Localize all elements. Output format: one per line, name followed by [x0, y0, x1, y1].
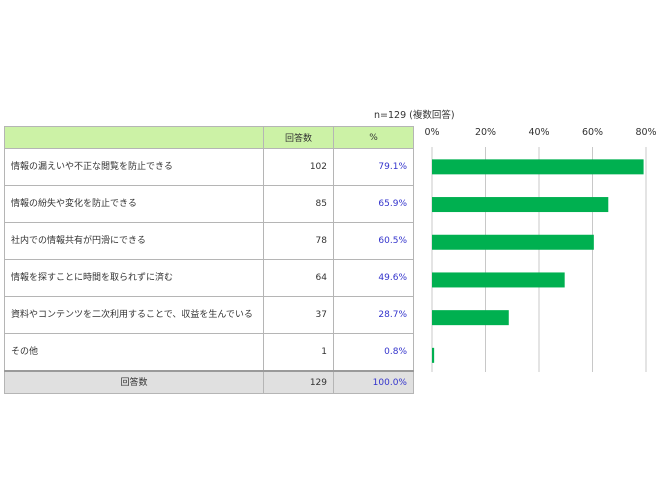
x-tick-label: 80%: [635, 127, 656, 138]
row-count: 37: [263, 296, 334, 334]
bar: [432, 234, 594, 250]
row-label: 情報の漏えいや不正な閲覧を防止できる: [4, 148, 264, 186]
bar: [432, 347, 435, 363]
row-percent: 49.6%: [333, 259, 414, 297]
bar: [432, 159, 644, 175]
table-row: 情報の紛失や変化を防止できる 85 65.9%: [4, 185, 414, 223]
sample-size-note: n=129 (複数回答): [374, 110, 455, 121]
total-label: 回答数: [4, 370, 264, 394]
row-label: 社内での情報共有が円滑にできる: [4, 222, 264, 260]
row-label: 資料やコンテンツを二次利用することで、収益を生んでいる: [4, 296, 264, 334]
row-percent: 0.8%: [333, 333, 414, 372]
row-count: 64: [263, 259, 334, 297]
row-label: その他: [4, 333, 264, 372]
table-row: その他 1 0.8%: [4, 333, 414, 372]
table-row: 資料やコンテンツを二次利用することで、収益を生んでいる 37 28.7%: [4, 296, 414, 334]
bar: [432, 197, 609, 213]
table-total-row: 回答数 129 100.0%: [4, 370, 414, 394]
results-table: 回答数 % 情報の漏えいや不正な閲覧を防止できる 102 79.1% 情報の紛失…: [4, 126, 414, 394]
row-percent: 28.7%: [333, 296, 414, 334]
row-count: 85: [263, 185, 334, 223]
row-count: 78: [263, 222, 334, 260]
table-row: 情報を探すことに時間を取られずに済む 64 49.6%: [4, 259, 414, 297]
x-tick-label: 40%: [528, 127, 549, 138]
x-tick-label: 20%: [475, 127, 496, 138]
header-count: 回答数: [263, 126, 334, 149]
row-label: 情報の紛失や変化を防止できる: [4, 185, 264, 223]
x-tick-label: 60%: [582, 127, 603, 138]
row-percent: 79.1%: [333, 148, 414, 186]
x-tick-label: 0%: [424, 127, 439, 138]
bar: [432, 272, 565, 288]
table-row: 社内での情報共有が円滑にできる 78 60.5%: [4, 222, 414, 260]
row-percent: 60.5%: [333, 222, 414, 260]
header-label: [4, 126, 264, 149]
total-count: 129: [263, 370, 334, 394]
row-label: 情報を探すことに時間を取られずに済む: [4, 259, 264, 297]
total-percent: 100.0%: [333, 370, 414, 394]
table-row: 情報の漏えいや不正な閲覧を防止できる 102 79.1%: [4, 148, 414, 186]
bar: [432, 310, 509, 326]
